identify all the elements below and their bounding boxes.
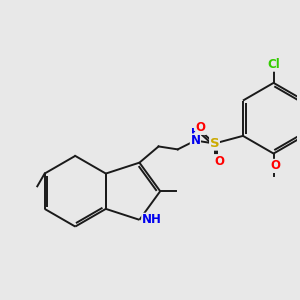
Text: H: H: [191, 128, 200, 138]
Text: N: N: [190, 134, 200, 147]
Text: S: S: [210, 137, 219, 150]
Text: O: O: [270, 159, 280, 172]
Text: O: O: [196, 122, 206, 134]
Text: NH: NH: [142, 213, 162, 226]
Text: Cl: Cl: [267, 58, 280, 71]
Text: O: O: [214, 155, 224, 168]
